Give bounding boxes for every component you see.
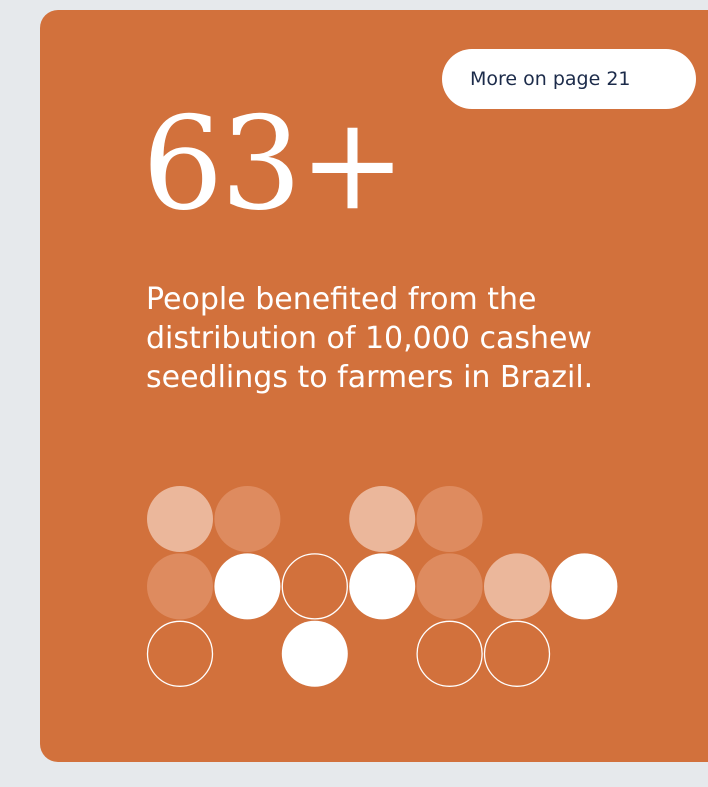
stat-value: 63+: [142, 90, 406, 239]
more-on-page-button[interactable]: More on page 21: [442, 49, 696, 109]
stat-description: People benefited from the distribution o…: [146, 282, 594, 395]
